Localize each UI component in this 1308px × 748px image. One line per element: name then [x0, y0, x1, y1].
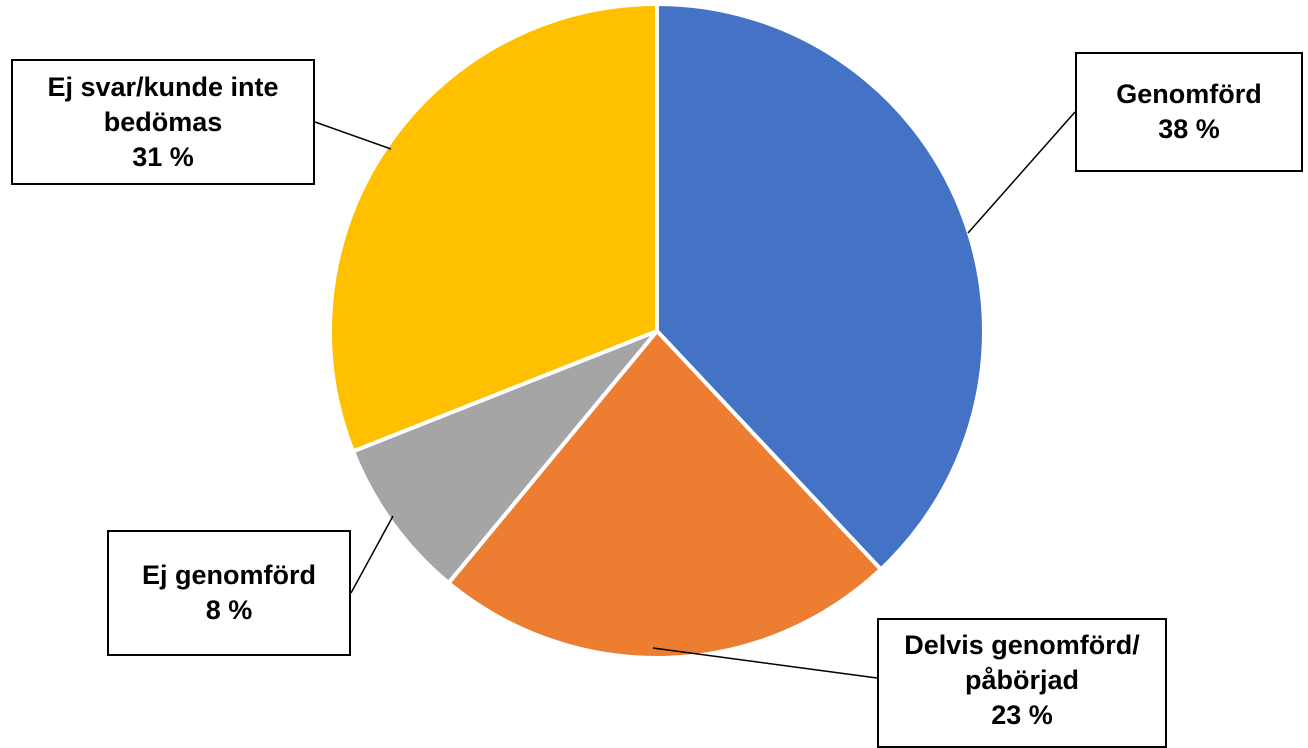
slice-value-ej-svar: 31 % — [132, 141, 194, 172]
callout-ej-genomford: Ej genomförd 8 % — [107, 530, 351, 656]
slice-value-genomford: 38 % — [1158, 114, 1220, 144]
slice-label-delvis-line-2: påbörjad — [964, 665, 1079, 695]
pie-slice-ej-genomford — [350, 329, 659, 586]
leader-line-ej-svar — [314, 121, 392, 150]
slice-label-ej-svar-line-1: Ej svar/kunde inte — [47, 71, 279, 102]
slice-label-genomford-line-1: Genomförd — [1116, 79, 1262, 109]
callout-genomford: Genomförd 38 % — [1075, 52, 1303, 172]
pie-slices — [328, 1, 986, 660]
slice-label-ej-genomford-line-1: Ej genomförd — [142, 560, 316, 590]
leader-lines — [314, 111, 1076, 679]
pie-slice-genomford — [655, 1, 986, 573]
slice-label-ej-svar-line-2: bedömas — [103, 106, 223, 137]
slice-value-delvis: 23 % — [991, 700, 1053, 730]
pie-slice-delvis-genomford — [445, 327, 884, 660]
leader-line-genomford — [967, 111, 1076, 234]
slice-value-ej-genomford: 8 % — [205, 595, 253, 625]
callout-ej-svar: Ej svar/kunde inte bedömas 31 % — [11, 59, 315, 185]
slice-label-delvis-line-1: Delvis genomförd/ — [904, 630, 1140, 660]
leader-line-ej-genomford — [350, 515, 394, 594]
leader-line-delvis-genomford — [652, 647, 878, 679]
callout-delvis-genomford: Delvis genomförd/ påbörjad 23 % — [877, 618, 1167, 748]
